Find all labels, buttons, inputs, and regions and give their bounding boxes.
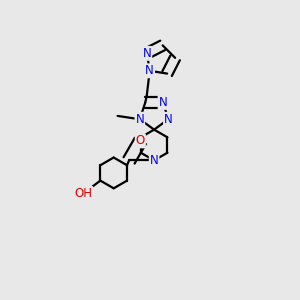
Text: N: N [150, 154, 158, 167]
Text: OH: OH [74, 187, 92, 200]
Text: N: N [164, 113, 173, 126]
Text: N: N [135, 113, 144, 126]
Text: N: N [159, 96, 167, 109]
Text: O: O [136, 134, 145, 147]
Text: N: N [142, 47, 151, 60]
Text: N: N [145, 64, 154, 77]
